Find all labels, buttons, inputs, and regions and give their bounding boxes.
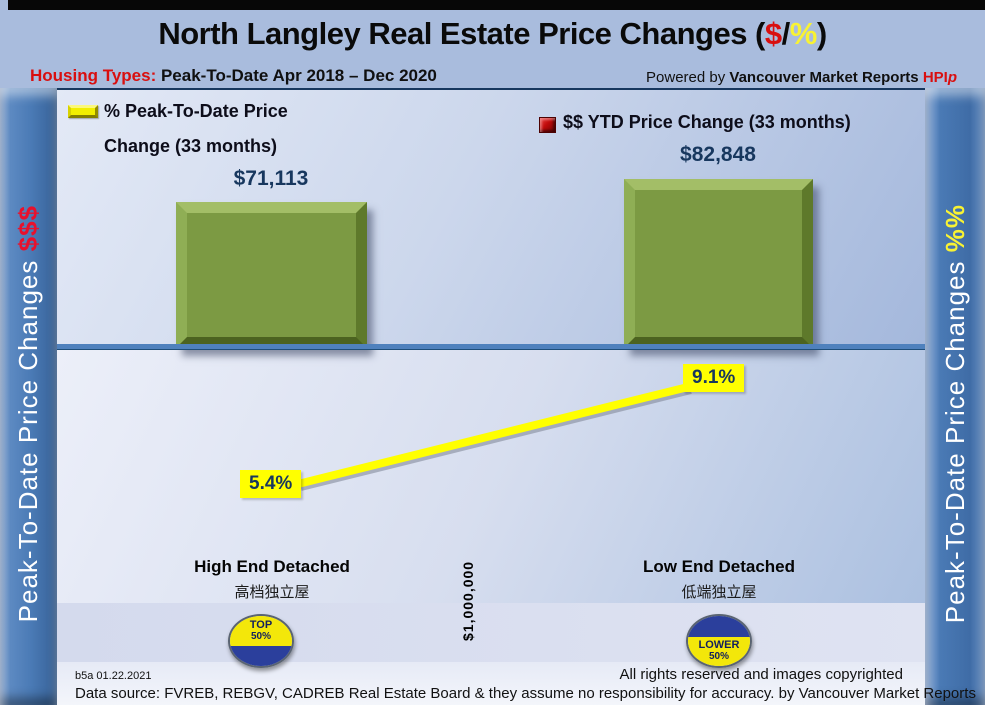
percent-trend-line xyxy=(297,383,692,491)
powered-product-p: p xyxy=(947,69,957,86)
version-stamp: b5a 01.22.2021 xyxy=(75,670,152,682)
subtitle-period: Peak-To-Date Apr 2018 – Dec 2020 xyxy=(156,66,437,85)
top-badge-percent: 50% xyxy=(250,630,271,642)
lower-badge-percent: 50% xyxy=(708,651,729,663)
header: North Langley Real Estate Price Changes … xyxy=(0,10,985,88)
right-sidebar: Peak-To-Date Price Changes %% xyxy=(923,88,985,705)
top-50-badge-yellow-half: TOP 50% xyxy=(230,616,292,646)
left-sidebar: Peak-To-Date Price Changes $$$ xyxy=(0,88,59,705)
category-label-low-end: Low End Detached xyxy=(642,557,796,576)
category-label-high-end-chinese: 高档独立屋 xyxy=(234,583,310,601)
left-sidebar-text: Peak-To-Date Price Changes xyxy=(13,251,43,623)
housing-types-label: Housing Types: xyxy=(30,66,157,85)
lower-50-badge: LOWER 50% xyxy=(686,614,752,668)
bar-value-label-high-end: $71,113 xyxy=(233,167,309,190)
powered-prefix: Powered by xyxy=(646,69,730,86)
page-title: North Langley Real Estate Price Changes … xyxy=(0,16,985,52)
data-source-notice: Data source: FVREB, REBGV, CADREB Real E… xyxy=(75,685,976,702)
bar-low-end-detached xyxy=(624,179,813,348)
chart-area: % Peak-To-Date Price Change (33 months) … xyxy=(57,88,976,705)
legend-dollar-series-label: $$ YTD Price Change (33 months) xyxy=(563,112,851,132)
bar-value-label-low-end: $82,848 xyxy=(680,143,756,166)
title-close-paren: ) xyxy=(816,16,827,51)
subtitle: Housing Types: Peak-To-Date Apr 2018 – D… xyxy=(30,66,437,86)
lower-badge-word: LOWER xyxy=(698,639,740,652)
title-percent-sign: % xyxy=(789,16,818,51)
top-50-badge: TOP 50% xyxy=(228,614,294,668)
title-dollar-sign: $ xyxy=(764,16,782,51)
percent-label-high-end: 5.4% xyxy=(240,470,302,498)
category-strip-background xyxy=(57,603,925,662)
left-sidebar-dollar-suffix: $$$ xyxy=(13,204,43,252)
lower-50-badge-blue-half xyxy=(688,616,750,637)
title-slash: / xyxy=(781,16,791,51)
right-sidebar-vertical-label: Peak-To-Date Price Changes %% xyxy=(940,204,971,623)
rights-notice: All rights reserved and images copyright… xyxy=(619,666,903,683)
powered-by: Powered by Vancouver Market Reports HPIp xyxy=(646,69,957,86)
bar-high-end-detached xyxy=(176,202,367,348)
category-label-high-end: High End Detached xyxy=(194,557,350,576)
title-text: North Langley Real Estate Price Changes … xyxy=(158,16,765,51)
subtitle-row: Housing Types: Peak-To-Date Apr 2018 – D… xyxy=(30,58,957,86)
right-sidebar-text: Peak-To-Date Price Changes xyxy=(939,252,970,624)
right-sidebar-percent-suffix: %% xyxy=(939,203,970,253)
left-sidebar-vertical-label: Peak-To-Date Price Changes $$$ xyxy=(13,205,44,622)
plot-lower-background xyxy=(57,350,925,603)
legend-red-square-icon xyxy=(539,117,556,133)
powered-brand: Vancouver Market Reports xyxy=(729,69,923,86)
legend-yellow-bar-icon xyxy=(68,105,98,118)
powered-product: HPI xyxy=(922,69,948,86)
baseline-axis xyxy=(57,344,925,350)
top-badge-word: TOP xyxy=(249,618,273,631)
top-black-bar xyxy=(8,0,985,10)
million-dollar-annotation: $1,000,000 xyxy=(460,560,476,642)
legend-percent-series-label: % Peak-To-Date Price Change (33 months) xyxy=(104,94,288,164)
footer-strip-background xyxy=(57,662,925,705)
percent-label-low-end: 9.1% xyxy=(683,364,745,392)
top-50-badge-blue-half xyxy=(230,646,292,666)
category-label-low-end-chinese: 低端独立屋 xyxy=(681,583,757,601)
legend-percent-line2: Change (33 months) xyxy=(104,136,278,156)
legend-percent-line1: % Peak-To-Date Price xyxy=(104,101,288,121)
